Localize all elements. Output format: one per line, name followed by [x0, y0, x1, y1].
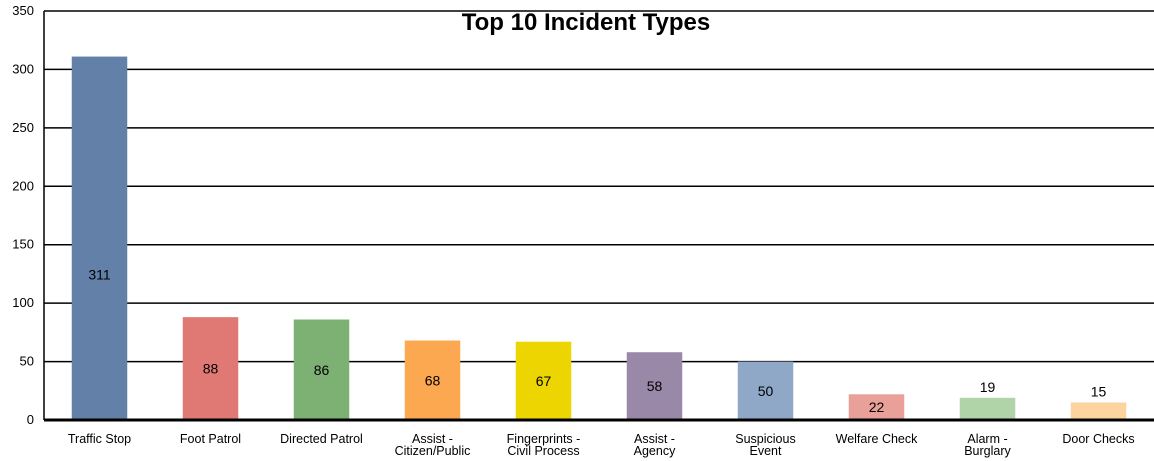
bar: [848, 394, 905, 420]
data-label: 50: [758, 383, 774, 399]
bar: [959, 397, 1016, 420]
x-tick-label: Assist -: [634, 432, 675, 446]
data-label: 311: [88, 267, 111, 283]
y-tick-label: 150: [12, 237, 34, 252]
x-tick-label: Fingerprints -: [507, 432, 581, 446]
x-tick-label: Suspicious: [735, 432, 795, 446]
bar: [71, 56, 128, 421]
x-tick-label: Agency: [634, 444, 676, 458]
x-tick-label: Foot Patrol: [180, 432, 241, 446]
data-label: 19: [980, 379, 996, 395]
data-label: 15: [1091, 383, 1107, 399]
y-tick-label: 0: [27, 412, 34, 427]
bar: [1070, 402, 1127, 420]
bar: [293, 319, 350, 420]
bar: [737, 361, 794, 420]
y-tick-label: 50: [20, 354, 34, 369]
y-tick-label: 350: [12, 3, 34, 18]
data-label: 22: [869, 399, 885, 415]
y-tick-label: 200: [12, 178, 34, 193]
labels: 0 50 100 150 200 250 300 350 311 Traffic Stop 88 Fo…: [12, 3, 1134, 458]
y-tick-label: 250: [12, 120, 34, 135]
x-tick-label: Traffic Stop: [68, 432, 131, 446]
data-label: 88: [203, 361, 219, 377]
bar: [404, 340, 461, 420]
data-label: 58: [647, 378, 663, 394]
data-label: 68: [425, 372, 441, 388]
x-tick-label: Burglary: [964, 444, 1011, 458]
x-tick-label: Welfare Check: [836, 432, 918, 446]
x-tick-label: Citizen/Public: [395, 444, 471, 458]
data-label: 67: [536, 373, 552, 389]
y-tick-label: 100: [12, 295, 34, 310]
bar: [626, 352, 683, 420]
x-tick-label: Alarm -: [967, 432, 1007, 446]
bar: [515, 341, 572, 420]
bar: [182, 317, 239, 420]
x-tick-label: Civil Process: [507, 444, 579, 458]
bars: [71, 56, 1127, 421]
x-tick-label: Assist -: [412, 432, 453, 446]
gridlines: [44, 10, 1154, 363]
x-tick-label: Event: [750, 444, 782, 458]
chart-title: Top 10 Incident Types: [462, 9, 710, 36]
x-tick-label: Door Checks: [1062, 432, 1134, 446]
axes: [43, 11, 1154, 422]
y-tick-label: 300: [12, 61, 34, 76]
x-tick-label: Directed Patrol: [280, 432, 363, 446]
data-label: 86: [314, 362, 330, 378]
